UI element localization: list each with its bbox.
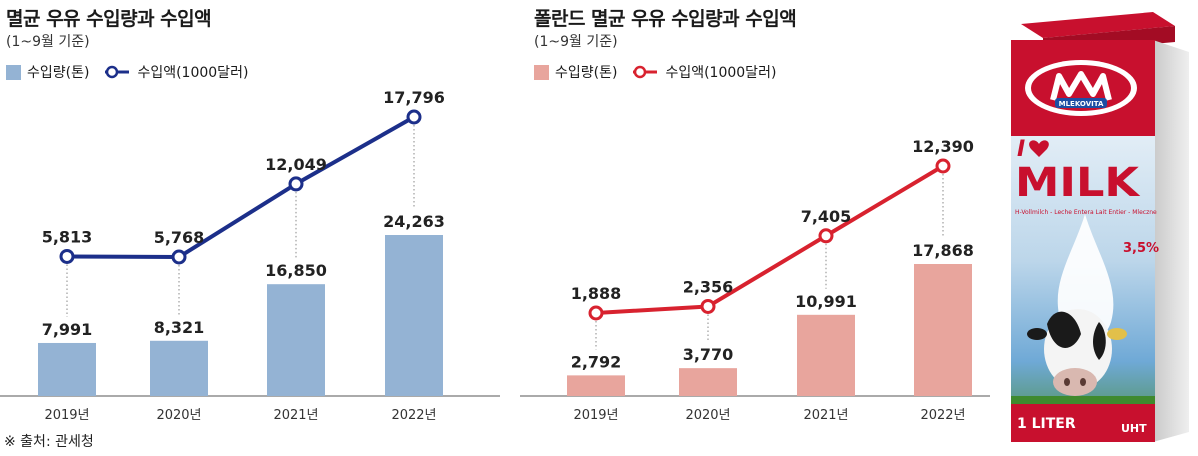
line-point-2019년 xyxy=(588,305,604,321)
x-tick-label: 2020년 xyxy=(156,408,201,423)
legend-line-key xyxy=(633,65,658,79)
source-note: ※ 출처: 관세청 xyxy=(4,434,94,450)
x-tick-label: 2022년 xyxy=(920,408,965,423)
line-point-2022년 xyxy=(935,158,951,174)
legend-line-key xyxy=(105,65,130,79)
line-value-label: 17,796 xyxy=(383,88,445,107)
chart-title: 폴란드 멸균 우유 수입량과 수입액 xyxy=(534,8,797,30)
chart-poland-svg: 2,792 2019년 3,770 2020년 10,991 2021년 17,868 202… xyxy=(520,137,990,423)
brand-logo-icon xyxy=(1050,71,1112,101)
milk-carton-image: MLEKOVITA I MILK H-Vollmilch - Leche Ent… xyxy=(1011,12,1189,442)
uht-label: UHT xyxy=(1121,422,1147,435)
legend-line-label: 수입액(1000달러) xyxy=(665,65,777,81)
line-series xyxy=(595,164,945,315)
line-value-label: 7,405 xyxy=(801,207,852,226)
line-value-label: 12,390 xyxy=(912,137,974,156)
line-point-2022년 xyxy=(406,109,422,125)
heading-i: I xyxy=(1017,137,1025,162)
bar-value-label: 10,991 xyxy=(795,292,857,311)
heading-milk: MILK xyxy=(1015,160,1141,206)
legend-bar-label: 수입량(톤) xyxy=(555,65,618,81)
volume-label: 1 LITER xyxy=(1017,416,1076,432)
bar-value-label: 2,792 xyxy=(571,352,622,371)
fat-percent: 3,5% xyxy=(1123,241,1159,256)
bar-2019년 xyxy=(38,342,96,396)
x-tick-label: 2020년 xyxy=(685,408,730,423)
line-value-label: 1,888 xyxy=(571,284,622,303)
brand-name: MLEKOVITA xyxy=(1059,100,1104,108)
bar-2021년 xyxy=(797,314,855,396)
line-point-2019년 xyxy=(59,248,75,264)
bar-2020년 xyxy=(150,340,208,396)
x-tick-label: 2021년 xyxy=(803,408,848,423)
bar-value-label: 8,321 xyxy=(154,318,205,337)
bar-value-label: 3,770 xyxy=(683,345,734,364)
bar-2022년 xyxy=(914,264,972,396)
bar-value-label: 17,868 xyxy=(912,241,974,260)
line-point-2021년 xyxy=(288,176,304,192)
chart-legend: 수입량(톤) 수입액(1000달러) xyxy=(6,62,248,82)
line-series xyxy=(66,115,415,259)
line-point-2020년 xyxy=(700,298,716,314)
x-tick-label: 2022년 xyxy=(391,408,436,423)
chart-legend: 수입량(톤) 수입액(1000달러) xyxy=(534,62,776,82)
carton-small-text: H-Vollmilch - Leche Entera Lait Entier -… xyxy=(1015,209,1157,216)
line-value-label: 5,768 xyxy=(154,228,205,247)
legend-bar-swatch xyxy=(534,64,549,80)
bar-value-label: 16,850 xyxy=(265,261,327,280)
bar-value-label: 7,991 xyxy=(42,320,93,339)
chart-panel-total: 멸균 우유 수입량과 수입액 (1~9월 기준) 수입량(톤) 수입액(1000… xyxy=(0,0,500,456)
chart-title: 멸균 우유 수입량과 수입액 xyxy=(6,8,212,30)
bar-value-label: 24,263 xyxy=(383,212,445,231)
chart-panel-poland: 폴란드 멸균 우유 수입량과 수입액 (1~9월 기준) 수입량(톤) 수입액(… xyxy=(520,0,1000,456)
x-tick-label: 2019년 xyxy=(573,408,618,423)
line-point-2020년 xyxy=(171,249,187,265)
line-point-2021년 xyxy=(818,228,834,244)
line-value-label: 12,049 xyxy=(265,155,327,174)
line-value-label: 2,356 xyxy=(683,277,734,296)
bar-2019년 xyxy=(567,375,625,396)
legend-bar-label: 수입량(톤) xyxy=(27,65,90,81)
bar-2022년 xyxy=(385,235,443,396)
chart-subtitle: (1~9월 기준) xyxy=(6,34,90,50)
x-tick-label: 2021년 xyxy=(273,408,318,423)
legend-bar-swatch xyxy=(6,64,21,80)
bar-2020년 xyxy=(679,368,737,396)
chart-total-svg: 7,991 2019년 8,321 2020년 16,850 2021년 24,263 202… xyxy=(0,88,500,423)
chart-subtitle: (1~9월 기준) xyxy=(534,34,618,50)
bar-2021년 xyxy=(267,284,325,396)
heart-icon xyxy=(1029,140,1049,157)
line-value-label: 5,813 xyxy=(42,227,93,246)
x-tick-label: 2019년 xyxy=(44,408,89,423)
legend-line-label: 수입액(1000달러) xyxy=(137,65,249,81)
